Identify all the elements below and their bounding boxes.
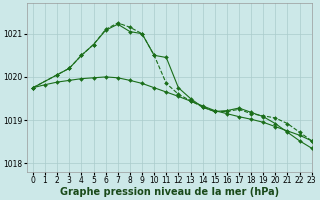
X-axis label: Graphe pression niveau de la mer (hPa): Graphe pression niveau de la mer (hPa) bbox=[60, 187, 279, 197]
